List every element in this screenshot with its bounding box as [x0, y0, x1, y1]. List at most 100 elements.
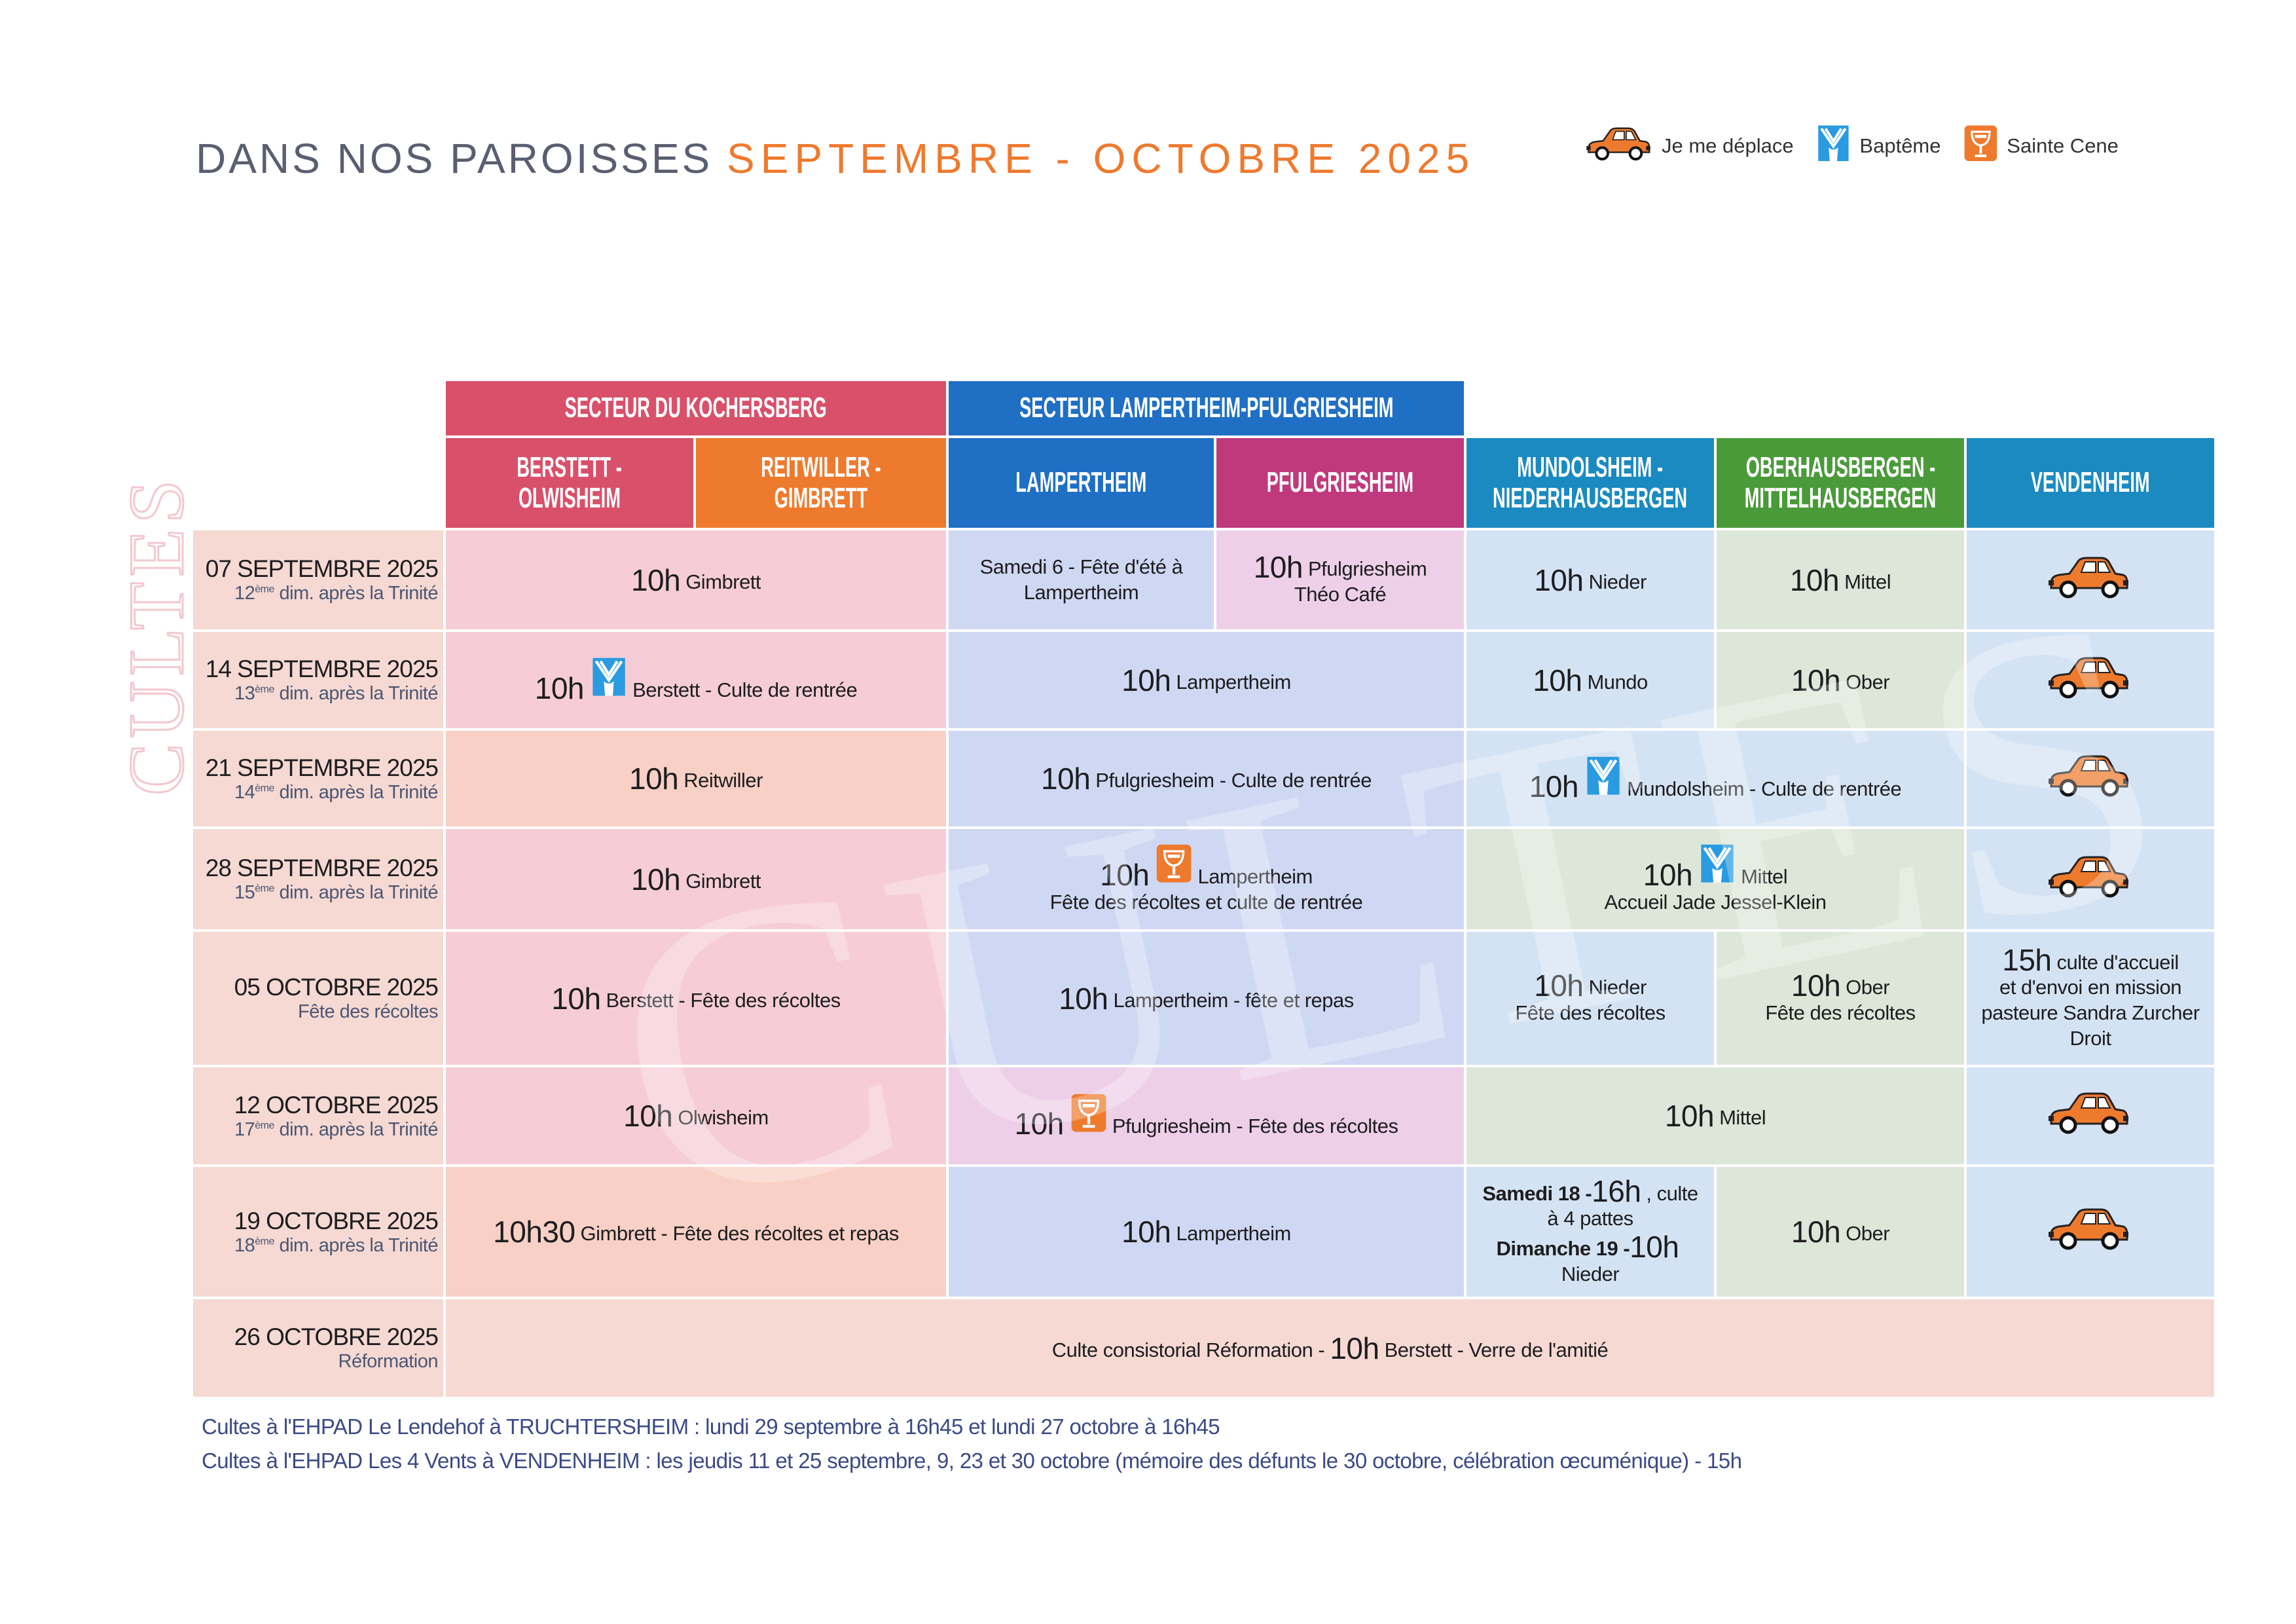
schedule-cell: 10h Berstett - Fête des récoltes	[446, 932, 946, 1065]
schedule-cell: 10h Ober	[1717, 632, 1964, 728]
service-text: Lampertheim	[1197, 864, 1313, 888]
car-icon	[1584, 125, 1652, 167]
cell-line: pasteure Sandra Zurcher	[1981, 1001, 2200, 1026]
title-period: SEPTEMBRE - OCTOBRE 2025	[727, 135, 1476, 182]
service-text: à 4 pattes	[1547, 1207, 1633, 1230]
liturgical-text: dim. après la Trinité	[274, 1118, 438, 1140]
cell-line: 10h Mittel	[1790, 565, 1891, 595]
car-icon	[2046, 752, 2131, 805]
service-text: Berstett - Culte de rentrée	[632, 678, 858, 702]
column-header: OBERHAUSBERGEN - MITTELHAUSBERGEN	[1717, 438, 1964, 528]
column-label-line1: MUNDOLSHEIM -	[1517, 451, 1664, 484]
service-time: 10h	[1041, 762, 1091, 796]
service-text: Lampertheim	[1176, 670, 1291, 693]
column-header: VENDENHEIM	[1967, 438, 2214, 528]
ordinal-number: 12	[234, 583, 255, 604]
service-time: 10h	[1664, 1099, 1715, 1133]
schedule-cell: 10h Lampertheim - fête et repas	[949, 932, 1464, 1065]
liturgical-text: Fête des récoltes	[298, 1001, 438, 1022]
cell-line: 10h Ober	[1791, 665, 1890, 695]
cell-line: 10h Reitwiller	[629, 764, 763, 794]
column-label-line1: PFULGRIESHEIM	[1266, 466, 1414, 499]
service-time: 10h	[630, 563, 681, 597]
cell-line: Droit	[2070, 1026, 2111, 1052]
liturgical-day: 13ème dim. après la Trinité	[234, 683, 439, 705]
date-label: 21 SEPTEMBRE 2025	[205, 754, 439, 781]
date-label: 28 SEPTEMBRE 2025	[205, 855, 439, 881]
schedule-cell: 10h Gimbrett	[446, 530, 946, 629]
service-text: Mittel	[1844, 570, 1891, 593]
cell-line	[2045, 1090, 2136, 1142]
legend-item-communion: Sainte Cene	[1963, 124, 2119, 168]
cell-line	[2045, 1206, 2136, 1258]
column-label-line2: NIEDERHAUSBERGEN	[1493, 481, 1688, 514]
schedule-cell: 10h Gimbrett	[446, 829, 946, 929]
liturgical-text: dim. après la Trinité	[274, 882, 438, 903]
cell-line	[2045, 853, 2136, 906]
service-time: 10h	[1534, 563, 1584, 597]
column-label-line1: VENDENHEIM	[2031, 466, 2150, 499]
cell-line: 10h Mundo	[1533, 665, 1648, 695]
sector-label: SECTEUR DU KOCHERSBERG	[564, 392, 828, 424]
cell-line: Lampertheim	[1024, 580, 1139, 606]
service-text: Samedi 6 - Fête d'été à	[979, 555, 1183, 578]
schedule-cell: Culte consistorial Réformation - 10h Bers…	[446, 1299, 2214, 1397]
service-time: 10h	[1789, 563, 1840, 597]
cell-line: Fête des récoltes	[1765, 1001, 1916, 1026]
service-time: 10h	[1121, 1215, 1171, 1249]
column-label-line2: MITTELHAUSBERGEN	[1744, 481, 1937, 514]
cell-line: Culte consistorial Réformation - 10h Bers…	[1052, 1331, 1609, 1365]
schedule-cell	[1967, 530, 2214, 629]
column-label-line1: REITWILLER -	[761, 451, 881, 484]
cell-line: à 4 pattes	[1547, 1206, 1633, 1232]
footer-note-vendenheim: Cultes à l'EHPAD Les 4 Vents à VENDENHEI…	[202, 1449, 1742, 1473]
cell-line: et d'envoi en mission	[1999, 975, 2182, 1001]
ordinal-suffix: ème	[255, 684, 274, 695]
liturgical-day: 17ème dim. après la Trinité	[234, 1118, 439, 1141]
cell-line: 15h culte d'accueil	[2002, 945, 2179, 975]
column-header: MUNDOLSHEIM - NIEDERHAUSBERGEN	[1467, 438, 1714, 528]
schedule-cell: 10h Olwisheim	[446, 1067, 946, 1164]
ordinal-number: 17	[234, 1118, 255, 1140]
service-text: Nieder	[1588, 976, 1647, 999]
schedule-cell: 10h Nieder	[1467, 530, 1714, 629]
date-cell: 26 OCTOBRE 2025 Réformation	[193, 1299, 443, 1397]
schedule-cell: 10h30 Gimbrett - Fête des récoltes et rep…	[446, 1167, 946, 1297]
legend: Je me déplace Baptême Sainte Cene	[1584, 124, 2132, 168]
cell-line	[2045, 654, 2136, 707]
service-time: 10h	[1014, 1107, 1065, 1141]
service-text: Fête des récoltes	[1515, 1001, 1666, 1025]
legend-label: Je me déplace	[1662, 134, 1794, 157]
schedule-cell: 10h Reitwiller	[446, 731, 946, 826]
schedule-cell: 10h Mittel	[1717, 530, 1964, 629]
cell-line: 10h Mundolsheim - Culte de rentrée	[1529, 756, 1902, 802]
schedule-cell: 10h Lampertheim Fête des récoltes et culte…	[949, 829, 1464, 929]
service-text: Ober	[1846, 1222, 1890, 1246]
cell-line: 10h Pfulgriesheim	[1254, 552, 1427, 582]
car-icon	[2046, 1090, 2131, 1142]
legend-label: Sainte Cene	[2007, 134, 2119, 157]
service-text: Berstett - Fête des récoltes	[606, 988, 841, 1012]
column-label-line1: BERSTETT -	[517, 451, 623, 484]
date-cell: 21 SEPTEMBRE 2025 14ème dim. après la Tri…	[193, 731, 443, 826]
service-text: Lampertheim	[1176, 1222, 1291, 1246]
title-main: DANS NOS PAROISSES	[196, 135, 713, 182]
service-time: 10h	[1121, 663, 1171, 697]
service-time: 10h	[1330, 1331, 1379, 1365]
service-text: culte d'accueil	[2056, 950, 2179, 974]
service-time: 10h	[1533, 663, 1582, 697]
cell-line: Samedi 18 - 16h, culte	[1482, 1176, 1698, 1206]
date-label: 26 OCTOBRE 2025	[234, 1323, 439, 1350]
schedule-cell: 10h Ober Fête des récoltes	[1717, 932, 1964, 1065]
baptism-icon	[1816, 124, 1851, 168]
schedule-cell: 10h Mittel	[1467, 1067, 1964, 1164]
communion-icon	[1070, 1093, 1107, 1139]
service-text: Lampertheim	[1023, 580, 1139, 604]
service-text: Accueil Jade Jessel-Klein	[1604, 890, 1827, 913]
car-icon	[2046, 554, 2131, 606]
service-text: Ober	[1846, 976, 1890, 999]
baptism-icon	[591, 657, 627, 703]
service-text: Fête des récoltes et culte de rentrée	[1049, 890, 1363, 913]
cell-line: 10h Berstett - Fête des récoltes	[551, 984, 841, 1014]
car-icon	[2046, 853, 2131, 906]
